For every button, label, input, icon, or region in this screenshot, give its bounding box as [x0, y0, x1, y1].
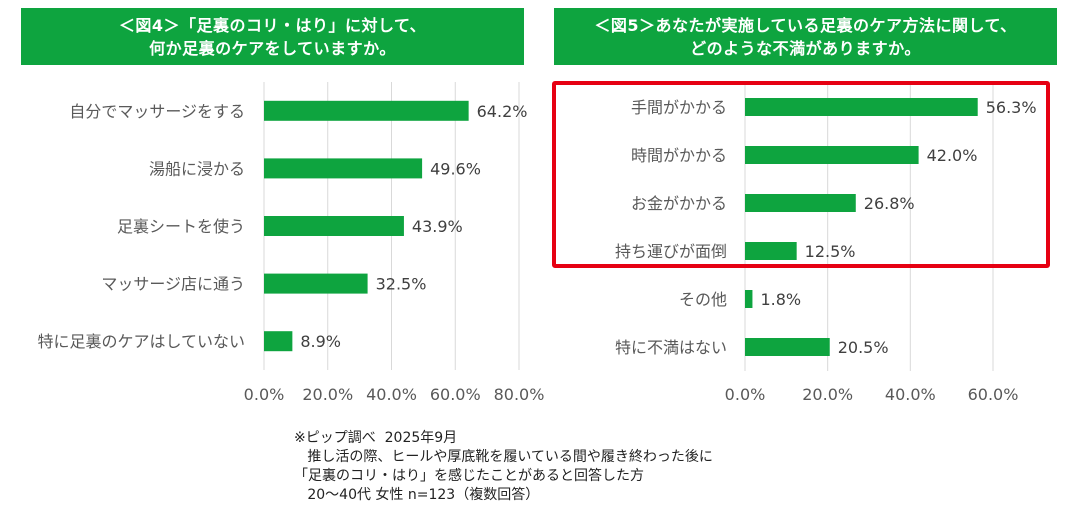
bar	[264, 158, 423, 179]
data-label: 64.2%	[477, 102, 528, 121]
bar	[745, 242, 797, 260]
highlight-box	[552, 81, 1050, 268]
category-label: 湯船に浸かる	[149, 159, 245, 178]
bar	[264, 100, 469, 121]
bar	[745, 338, 830, 356]
category-label: 持ち運びが面倒	[615, 242, 727, 261]
category-label: マッサージ店に通う	[101, 275, 245, 294]
category-label: 手間がかかる	[631, 98, 727, 117]
category-label: 足裏シートを使う	[117, 217, 245, 236]
data-label: 43.9%	[412, 217, 463, 236]
bar	[745, 98, 978, 116]
chart-title-fig5-line2: どのような不満がありますか。	[690, 38, 921, 58]
data-label: 26.8%	[864, 194, 915, 213]
x-tick-label: 0.0%	[725, 385, 766, 404]
chart-title-fig4: ＜図4＞「足裏のコリ・はり」に対して、 何か足裏のケアをしていますか。	[21, 8, 524, 65]
category-label: 特に足裏のケアはしていない	[37, 332, 245, 351]
bar	[264, 273, 368, 294]
x-tick-label: 20.0%	[302, 385, 353, 404]
bar	[264, 331, 293, 352]
x-tick-label: 60.0%	[968, 385, 1019, 404]
x-tick-label: 60.0%	[430, 385, 481, 404]
footnote-line: 20〜40代 女性 n=123（複数回答）	[294, 487, 540, 503]
chart-title-fig4-line1: ＜図4＞「足裏のコリ・はり」に対して、	[118, 15, 427, 35]
data-label: 8.9%	[300, 332, 341, 351]
data-label: 12.5%	[805, 242, 856, 261]
data-label: 32.5%	[376, 275, 427, 294]
category-label: お金がかかる	[631, 194, 727, 213]
category-label: 特に不満はない	[615, 338, 727, 357]
bar	[745, 146, 919, 164]
x-tick-label: 40.0%	[885, 385, 936, 404]
category-label: その他	[679, 290, 727, 309]
data-label: 1.8%	[760, 290, 801, 309]
chart-title-fig4-line2: 何か足裏のケアをしていますか。	[149, 38, 396, 58]
x-tick-label: 20.0%	[802, 385, 853, 404]
footnote-line: ※ピップ調べ 2025年9月	[294, 430, 458, 446]
data-label: 56.3%	[986, 98, 1037, 117]
x-tick-label: 80.0%	[494, 385, 545, 404]
x-tick-label: 0.0%	[244, 385, 285, 404]
bar	[745, 194, 856, 212]
data-label: 42.0%	[927, 146, 978, 165]
bar	[745, 290, 753, 308]
chart-title-fig5: ＜図5＞あなたが実施している足裏のケア方法に関して、 どのような不満がありますか…	[554, 8, 1057, 65]
data-label: 49.6%	[430, 159, 481, 178]
footnote: ※ピップ調べ 2025年9月 推し活の際、ヒールや厚底靴を履いている間や履き終わ…	[294, 429, 814, 505]
data-label: 20.5%	[838, 338, 889, 357]
x-tick-label: 40.0%	[366, 385, 417, 404]
bar	[264, 216, 404, 236]
footnote-line: 「足裏のコリ・はり」を感じたことがあると回答した方	[294, 468, 644, 484]
chart-title-fig5-line1: ＜図5＞あなたが実施している足裏のケア方法に関して、	[594, 15, 1017, 35]
category-label: 時間がかかる	[631, 146, 727, 165]
footnote-line: 推し活の際、ヒールや厚底靴を履いている間や履き終わった後に	[294, 449, 713, 465]
category-label: 自分でマッサージをする	[69, 102, 245, 121]
